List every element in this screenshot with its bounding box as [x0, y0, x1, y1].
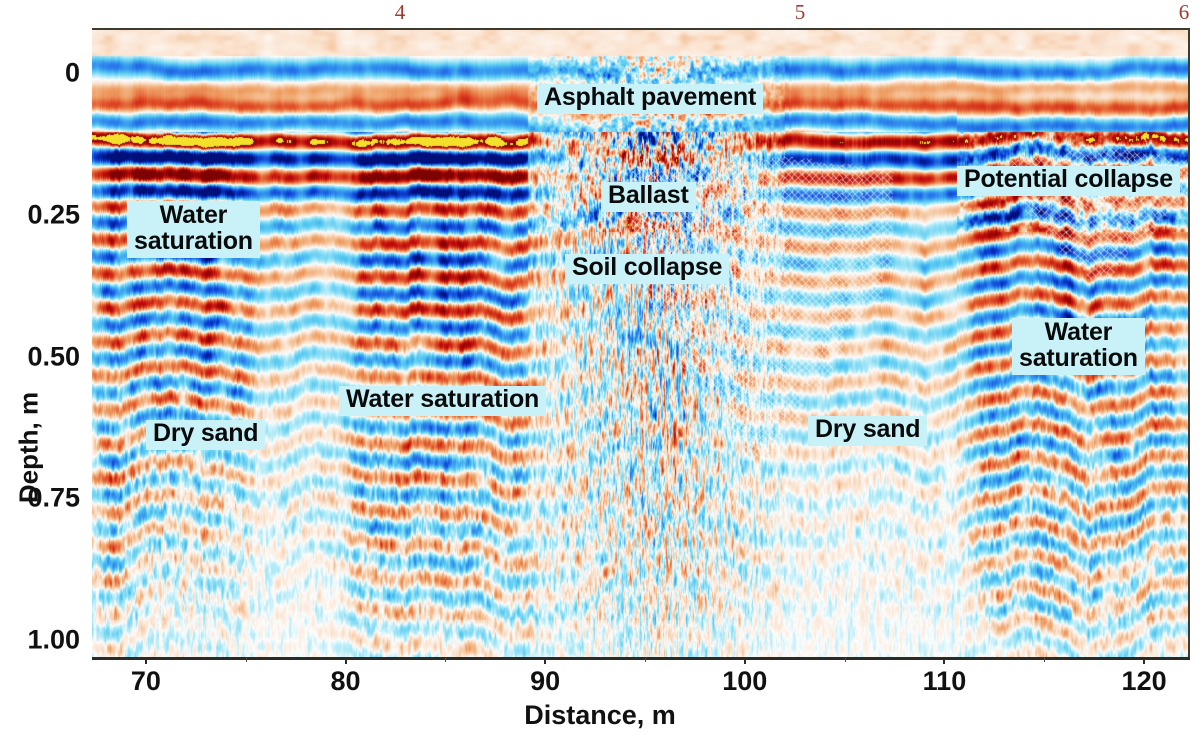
- survey-marker-label: 5: [794, 0, 806, 24]
- x-tick-minor: [844, 657, 846, 662]
- annotation-soil-collapse: Soil collapse: [565, 254, 730, 284]
- survey-marker-label: 4: [394, 0, 406, 24]
- annotation-water-saturation-left: Water saturation: [127, 201, 260, 258]
- y-tick-label: 0.25: [27, 199, 80, 230]
- x-axis-title: Distance, m: [524, 700, 676, 730]
- radargram-plot-area: [92, 28, 1190, 659]
- radargram-image: [92, 30, 1188, 659]
- x-tick: [544, 657, 547, 664]
- y-tick-label: 0: [64, 57, 80, 88]
- x-tick: [743, 657, 746, 664]
- x-tick: [344, 657, 347, 664]
- y-tick-label: 1.00: [27, 624, 80, 655]
- y-axis-title: Depth, m: [13, 391, 44, 504]
- annotation-dry-sand-right: Dry sand: [808, 416, 928, 446]
- y-tick-label: 0.50: [27, 341, 80, 372]
- x-tick-label: 90: [530, 666, 561, 696]
- x-tick: [1143, 657, 1146, 664]
- annotation-potential-collapse: Potential collapse: [957, 166, 1180, 196]
- x-tick-minor: [1044, 657, 1046, 662]
- x-tick-label: 110: [922, 666, 967, 696]
- x-tick-label: 120: [1121, 666, 1167, 696]
- annotation-ballast: Ballast: [601, 182, 696, 212]
- x-tick-label: 70: [130, 666, 161, 696]
- y-tick-label: 0.75: [27, 482, 80, 513]
- x-tick: [144, 657, 147, 664]
- x-tick-minor: [644, 657, 646, 662]
- x-tick: [943, 657, 946, 664]
- x-tick-minor: [445, 657, 447, 662]
- x-tick-label: 80: [330, 666, 361, 696]
- annotation-water-saturation-right: Water saturation: [1012, 318, 1145, 375]
- x-tick-minor: [245, 657, 247, 662]
- annotation-water-saturation-mid: Water saturation: [339, 386, 547, 416]
- annotation-asphalt-pavement: Asphalt pavement: [537, 84, 764, 114]
- x-tick-label: 100: [722, 666, 768, 696]
- survey-marker-label: 6: [1178, 0, 1190, 24]
- x-axis-line: [92, 657, 1190, 660]
- annotation-dry-sand-left: Dry sand: [146, 420, 266, 450]
